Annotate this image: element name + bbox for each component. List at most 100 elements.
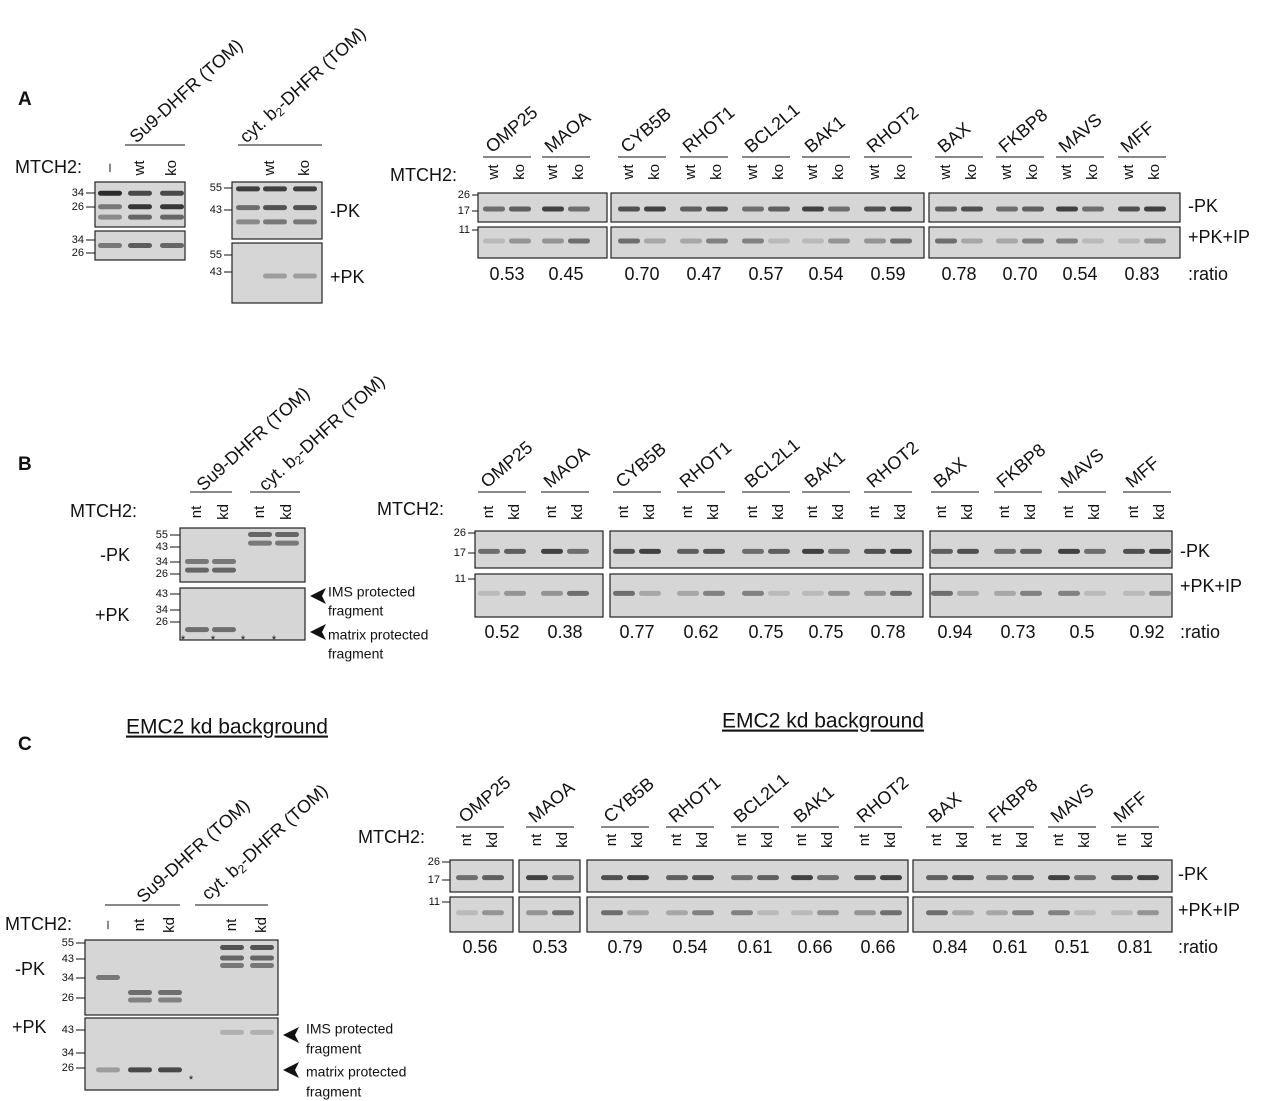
band: [828, 238, 850, 243]
band: [263, 186, 287, 191]
band: [552, 875, 574, 880]
band: [1020, 549, 1042, 554]
band: [542, 238, 564, 243]
lane-label: kd: [694, 832, 711, 848]
ratio-value: 0.73: [1000, 622, 1035, 642]
band: [482, 875, 504, 880]
ratio-label: :ratio: [1178, 937, 1218, 957]
construct-label-part: Su9-DHFR (TOM): [192, 383, 313, 495]
construct-label: cyt. b2-DHFR (TOM): [235, 23, 371, 148]
construct-label-part: Su9-DHFR (TOM): [132, 795, 253, 907]
lane-label: nt: [188, 505, 205, 518]
lane-label: kd: [1139, 832, 1156, 848]
construct-label: cyt. b2-DHFR (TOM): [254, 371, 390, 496]
mw-marker: 55: [156, 529, 168, 541]
blot-box: [232, 243, 322, 303]
band: [1082, 238, 1104, 243]
lane-label: nt: [131, 918, 148, 931]
blot-box: [85, 1018, 278, 1090]
lane-label: kd: [641, 504, 658, 520]
band: [526, 875, 548, 880]
body: AMTCH2:Su9-DHFR (TOM)–wtkocyt. b2-DHFR (…: [0, 0, 1264, 1101]
fragment-label: matrix protected: [328, 627, 428, 643]
band: [757, 875, 779, 880]
band: [639, 549, 661, 554]
band: [742, 591, 764, 596]
ratio-value: 0.52: [484, 622, 519, 642]
ratio-value: 0.56: [462, 937, 497, 957]
mw-marker: 17: [458, 205, 470, 217]
mw-marker: 34: [156, 556, 168, 568]
ratio-label: :ratio: [1180, 622, 1220, 642]
construct-label: cyt. b2-DHFR (TOM): [197, 780, 333, 905]
band: [680, 206, 702, 211]
band: [96, 1067, 120, 1072]
ratio-value: 0.57: [748, 264, 783, 284]
mtch2-label: MTCH2:: [15, 157, 82, 177]
band: [236, 205, 260, 210]
ratio-value: 0.53: [532, 937, 567, 957]
treatment-label: +PK: [12, 1017, 47, 1037]
band: [220, 963, 244, 968]
band: [731, 875, 753, 880]
lane-label: kd: [569, 504, 586, 520]
band: [706, 238, 728, 243]
mw-marker: 17: [454, 547, 466, 559]
lane-label: kd: [161, 917, 178, 933]
lane-label: ko: [1146, 164, 1163, 180]
protein-label: RHOT2: [863, 437, 923, 492]
mw-marker: 55: [62, 937, 74, 949]
mw-marker: 55: [210, 249, 222, 261]
band: [236, 186, 260, 191]
ratio-label: :ratio: [1188, 264, 1228, 284]
lane-label: kd: [892, 504, 909, 520]
band: [613, 591, 635, 596]
band: [742, 549, 764, 554]
protein-label: MAOA: [541, 107, 594, 156]
mtch2-label: MTCH2:: [5, 914, 72, 934]
ratio-value: 0.83: [1124, 264, 1159, 284]
band: [1123, 591, 1145, 596]
band: [160, 243, 184, 248]
band: [957, 549, 979, 554]
protein-label: MAOA: [540, 442, 593, 491]
band: [742, 206, 764, 211]
band: [986, 910, 1008, 915]
band: [1137, 875, 1159, 880]
lane-label: ko: [770, 164, 787, 180]
fragment-label: fragment: [328, 603, 383, 619]
band: [509, 206, 531, 211]
band: [926, 875, 948, 880]
band: [639, 591, 661, 596]
blot-box: [913, 897, 1172, 932]
mw-marker: 11: [455, 573, 466, 585]
lane-label: kd: [278, 504, 295, 520]
band: [128, 204, 152, 209]
lane-label: –: [99, 920, 116, 929]
band: [98, 243, 122, 248]
band: [248, 532, 272, 537]
mw-marker: 43: [156, 541, 168, 553]
band: [1048, 875, 1070, 880]
band: [742, 238, 764, 243]
mw-marker: 34: [62, 972, 74, 984]
band: [994, 549, 1016, 554]
asterisk: *: [189, 1074, 194, 1086]
band: [456, 910, 478, 915]
band: [128, 998, 152, 1003]
lane-label: ko: [511, 164, 528, 180]
mw-marker: 43: [62, 953, 74, 965]
lane-label: wt: [544, 164, 561, 181]
band: [627, 910, 649, 915]
band: [220, 956, 244, 961]
protein-label: RHOT1: [679, 102, 739, 157]
protein-label: BCL2L1: [741, 435, 804, 492]
ratio-value: 0.92: [1129, 622, 1164, 642]
treatment-label: -PK: [330, 201, 360, 221]
band: [768, 238, 790, 243]
band: [250, 945, 274, 950]
mw-marker: 26: [458, 189, 470, 201]
protein-label: RHOT2: [853, 772, 913, 827]
construct-label-part: -DHFR (TOM): [291, 371, 388, 461]
band: [293, 205, 317, 210]
